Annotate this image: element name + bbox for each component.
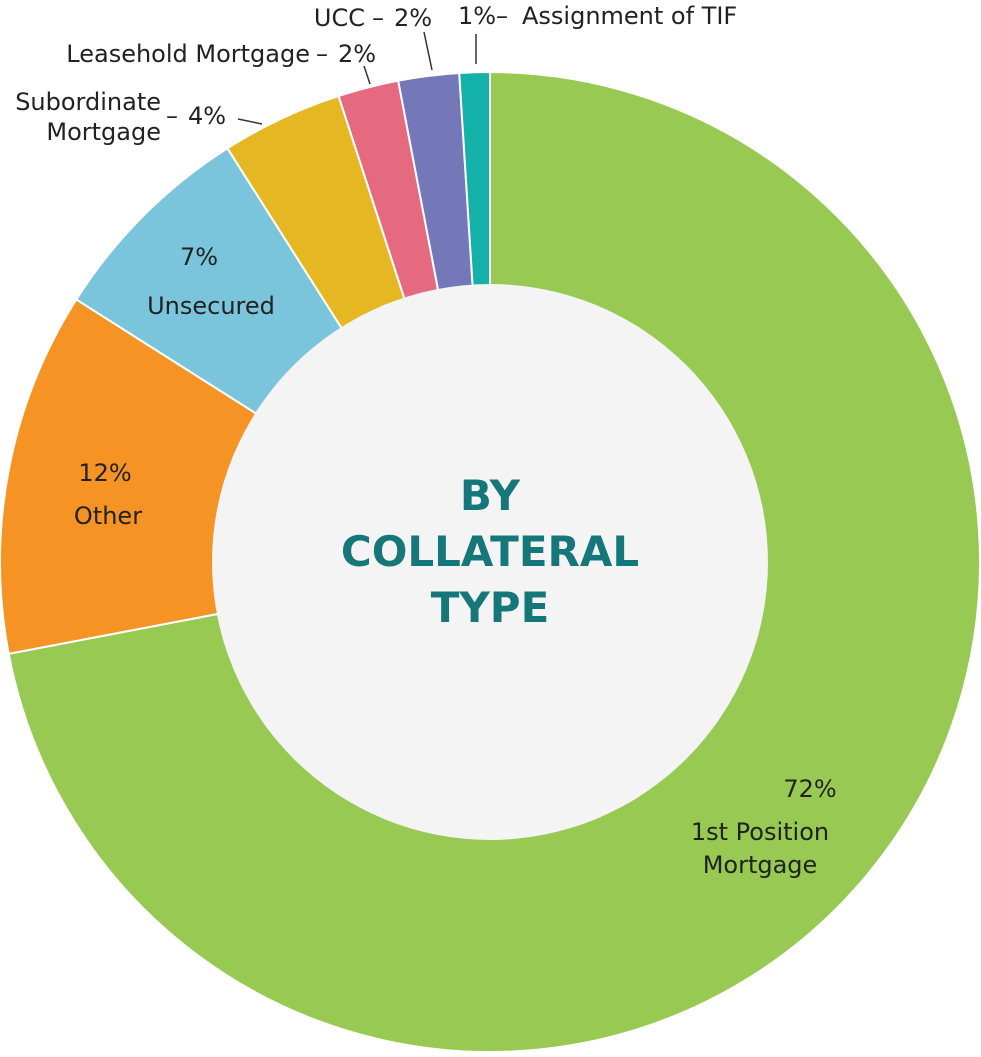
- slice-1st-position-label-line-1: 1st Position: [691, 818, 829, 846]
- slice-tif-percent: 1%: [458, 2, 496, 30]
- slice-unsecured-label: Unsecured: [147, 292, 275, 320]
- center-title-line-1: BY: [460, 471, 521, 520]
- slice-leasehold-dash: –: [316, 40, 328, 68]
- leader-line-leasehold: [363, 65, 371, 85]
- center-hole: [212, 284, 768, 840]
- slice-other-percent: 12%: [78, 459, 131, 487]
- slice-tif-dash: –: [496, 2, 508, 30]
- slice-subordinate-label-line-2: Mortgage: [46, 118, 161, 146]
- slice-ucc-dash: –: [372, 4, 384, 32]
- slice-leasehold-percent: 2%: [338, 40, 376, 68]
- slice-leasehold-label: Leasehold Mortgage: [66, 40, 310, 68]
- slice-other-label: Other: [74, 502, 142, 530]
- slice-1st-position-percent: 72%: [783, 775, 836, 803]
- slice-unsecured-percent: 7%: [180, 243, 218, 271]
- leader-line-ucc: [423, 31, 433, 71]
- slice-ucc-percent: 2%: [394, 4, 432, 32]
- slice-subordinate-dash: –: [166, 102, 178, 130]
- slice-tif-label: Assignment of TIF: [522, 2, 737, 30]
- slice-subordinate-percent: 4%: [188, 102, 226, 130]
- center-title-line-2: COLLATERAL: [341, 527, 639, 576]
- slice-ucc-label: UCC: [314, 4, 365, 32]
- slice-1st-position-label-line-2: Mortgage: [703, 851, 818, 879]
- leader-line-subordinate: [237, 118, 263, 125]
- slice-subordinate-label-line-1: Subordinate: [15, 88, 161, 116]
- center-title-line-3: TYPE: [431, 583, 550, 632]
